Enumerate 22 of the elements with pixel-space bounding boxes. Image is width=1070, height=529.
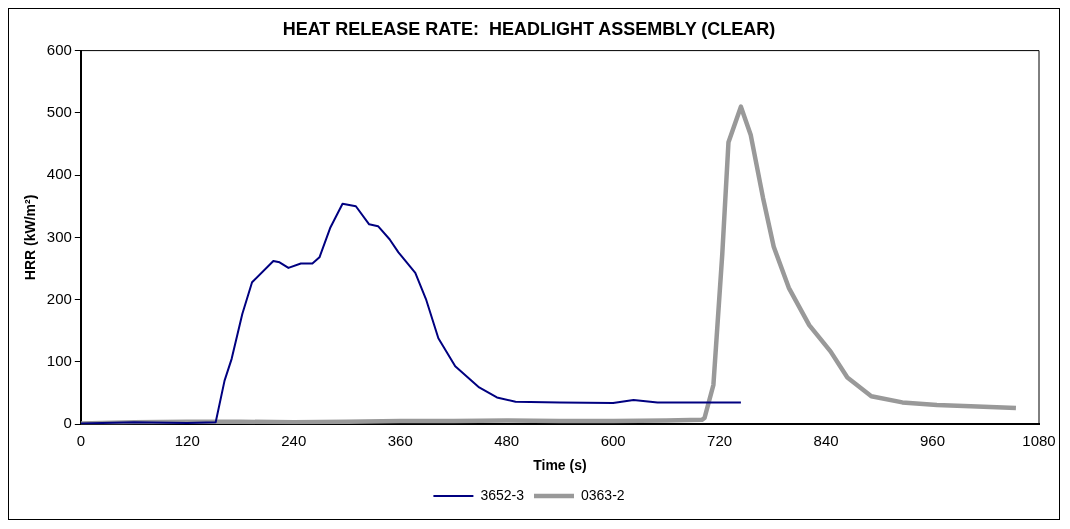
x-tick-label: 720 bbox=[707, 432, 733, 450]
y-tick-label: 600 bbox=[46, 40, 72, 58]
x-tick-label: 600 bbox=[600, 432, 626, 450]
y-tick-label: 300 bbox=[46, 227, 72, 245]
y-tick-label: 0 bbox=[63, 414, 72, 432]
y-tick-label: 400 bbox=[46, 165, 72, 183]
x-tick-label: 480 bbox=[494, 432, 520, 450]
x-tick-label: 120 bbox=[174, 432, 200, 450]
x-tick-label: 840 bbox=[813, 432, 839, 450]
y-tick-label: 200 bbox=[46, 289, 72, 307]
x-tick-label: 960 bbox=[920, 432, 946, 450]
x-tick-label: 0 bbox=[76, 432, 85, 450]
x-tick-label: 360 bbox=[387, 432, 413, 450]
legend-label: 3652-3 bbox=[480, 486, 525, 503]
x-tick-label: 240 bbox=[281, 432, 307, 450]
x-axis-title: Time (s) bbox=[533, 457, 587, 474]
y-tick-label: 500 bbox=[46, 103, 72, 121]
legend-label: 0363-2 bbox=[581, 486, 625, 503]
y-axis-title: HRR (kW/m²) bbox=[22, 194, 39, 281]
chart-title: HEAT RELEASE RATE: HEADLIGHT ASSEMBLY (CLEAR) bbox=[282, 18, 776, 39]
y-tick-label: 100 bbox=[46, 352, 72, 370]
x-tick-label: 1080 bbox=[1022, 432, 1056, 450]
